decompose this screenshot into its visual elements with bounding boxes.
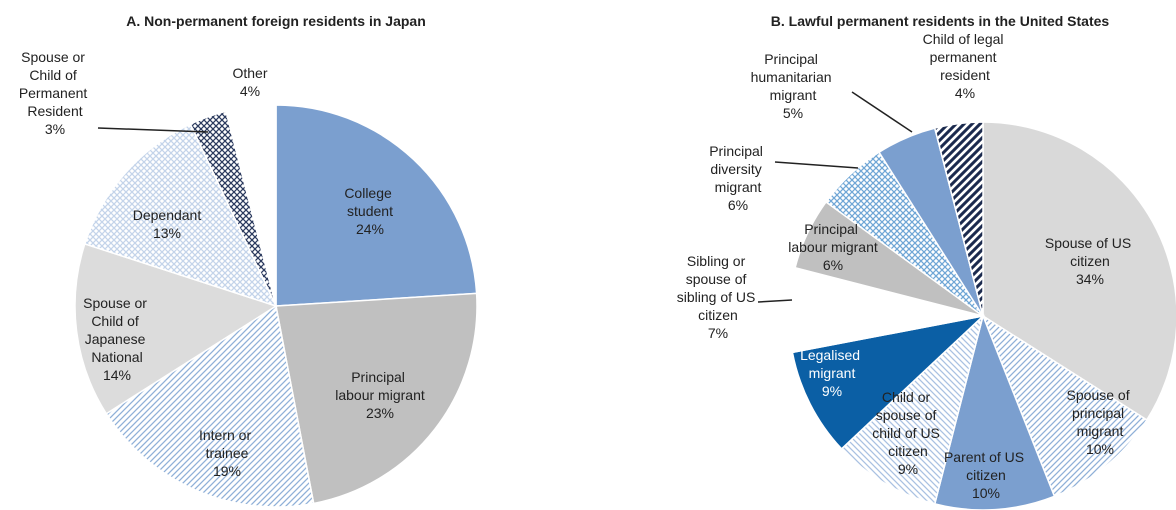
slice-label: Spouse of US citizen (1045, 235, 1135, 269)
slice-label: Child or spouse of child of US citizen (872, 389, 944, 459)
slice-value-label: 9% (898, 461, 918, 477)
slice-value-label: 4% (955, 85, 975, 101)
slice-value-label: 7% (708, 325, 728, 341)
slice-label: Legalised migrant (800, 347, 864, 381)
slice-label: Spouse or Child of Permanent Resident (19, 49, 91, 119)
chart-title: B. Lawful permanent residents in the Uni… (771, 13, 1110, 29)
slice-label: Principal labour migrant (335, 369, 425, 403)
slice-label: Parent of US citizen (944, 449, 1028, 483)
pie-slice (933, 121, 984, 317)
slice-value-label: 13% (153, 225, 181, 241)
slice-label: Dependant (133, 207, 202, 223)
pie-slice (791, 314, 986, 450)
pie-slice (981, 314, 1148, 498)
slice-value-label: 23% (366, 405, 394, 421)
slice-value-label: 10% (972, 485, 1000, 501)
slice-label: Child of legal permanent resident (923, 31, 1008, 83)
slice-value-label: 34% (1076, 271, 1104, 287)
slice-label: Principal humanitarian migrant (751, 51, 836, 103)
pie-slice (74, 242, 278, 415)
pie-slice (105, 304, 315, 508)
pie-slice (840, 313, 985, 505)
slice-label: Intern or trainee (199, 427, 255, 461)
leader-line (851, 91, 913, 133)
pie-slice (275, 104, 478, 307)
slice-label: Spouse or Child of Japanese National (83, 295, 151, 365)
slice-value-label: 6% (823, 257, 843, 273)
slice-label: Spouse of principal migrant (1067, 387, 1134, 439)
slice-label: Principal diversity migrant (709, 143, 767, 195)
pie-slice (225, 104, 277, 307)
slice-value-label: 10% (1086, 441, 1114, 457)
pie-slice (275, 292, 478, 505)
pie-slice (982, 121, 1176, 421)
chart-title: A. Non-permanent foreign residents in Ja… (126, 13, 426, 29)
leader-line (757, 299, 793, 303)
leader-line (774, 161, 859, 169)
slice-label: College student (344, 185, 395, 219)
slice-value-label: 24% (356, 221, 384, 237)
slice-value-label: 19% (213, 463, 241, 479)
slice-value-label: 14% (103, 367, 131, 383)
slice-label: Other (232, 65, 267, 81)
slice-label: Sibling or spouse of sibling of US citiz… (677, 253, 759, 323)
slice-value-label: 9% (822, 383, 842, 399)
slice-label: Principal labour migrant (788, 221, 878, 255)
slice-value-label: 4% (240, 83, 260, 99)
slice-value-label: 3% (45, 121, 65, 137)
slice-value-label: 6% (728, 197, 748, 213)
pie-slice (83, 123, 278, 308)
leader-line (97, 127, 209, 133)
slice-value-label: 5% (783, 105, 803, 121)
